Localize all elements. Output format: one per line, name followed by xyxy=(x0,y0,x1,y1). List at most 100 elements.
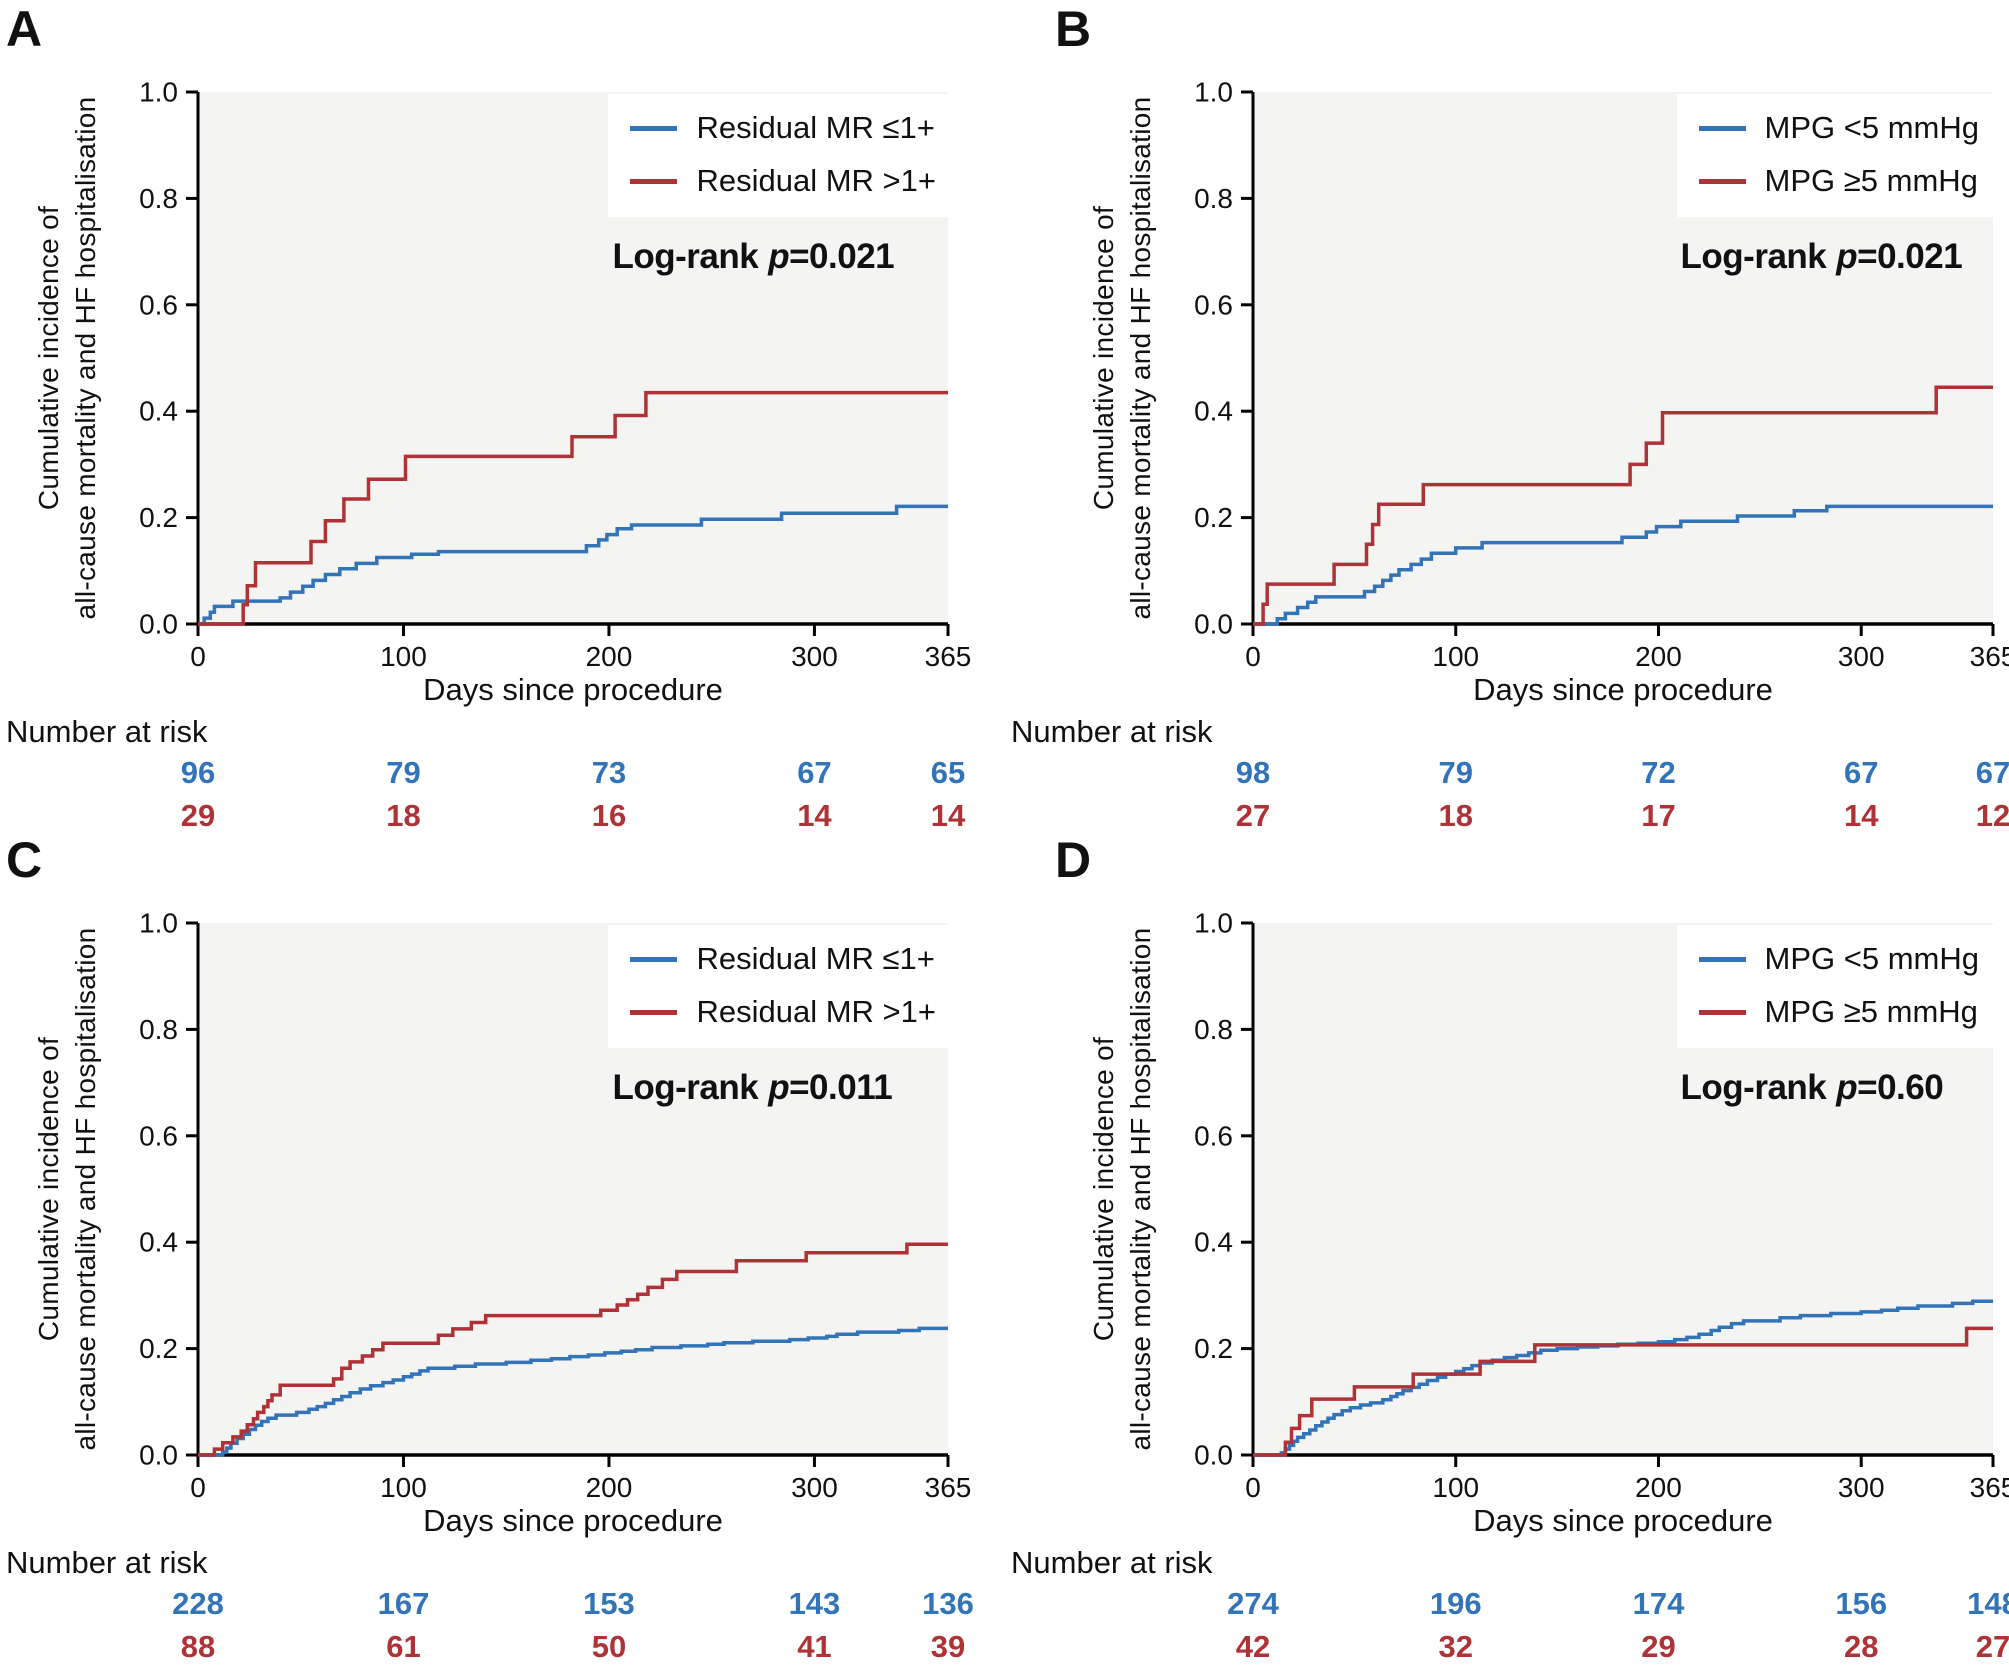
risk-count: 65 xyxy=(930,755,966,790)
x-tick-label: 365 xyxy=(925,1472,972,1503)
x-tick-label: 200 xyxy=(586,1472,633,1503)
legend-entry: Residual MR >1+ xyxy=(630,994,936,1030)
logrank-pvalue: Log-rank p=0.011 xyxy=(612,1068,893,1107)
risk-count: 27 xyxy=(1975,1629,2009,1664)
risk-count: 16 xyxy=(591,798,627,833)
risk-count: 153 xyxy=(583,1586,635,1621)
x-tick-label: 100 xyxy=(1432,1472,1479,1503)
x-axis-label: Days since procedure xyxy=(1473,672,1773,707)
y-tick-label: 0.2 xyxy=(1194,502,1233,533)
risk-count: 167 xyxy=(377,1586,430,1621)
risk-row-blue: 96 79 73 67 65 xyxy=(0,755,1004,795)
y-tick-label: 1.0 xyxy=(1194,77,1233,108)
km-curve-red xyxy=(198,390,948,626)
risk-count: 79 xyxy=(386,755,421,790)
x-tick-label: 200 xyxy=(1635,1472,1682,1503)
legend-label: Residual MR >1+ xyxy=(696,994,936,1029)
risk-row-red: 29 18 16 14 14 xyxy=(0,798,1004,838)
legend-label: MPG <5 mmHg xyxy=(1764,110,1979,145)
y-tick-label: 0.8 xyxy=(1194,1014,1233,1045)
legend-line-blue-icon xyxy=(630,125,678,131)
y-tick-label: 0.0 xyxy=(139,1440,178,1471)
legend-line-red-icon xyxy=(1698,178,1746,184)
y-tick-label: 0.0 xyxy=(1194,1440,1233,1471)
panel-label: B xyxy=(1055,1,1091,57)
x-tick-label: 300 xyxy=(1838,1472,1885,1503)
risk-count: 148 xyxy=(1967,1586,2009,1621)
y-tick-label: 1.0 xyxy=(139,77,178,108)
risk-count: 41 xyxy=(797,1629,832,1664)
legend-label: MPG ≥5 mmHg xyxy=(1764,163,1978,198)
risk-count: 14 xyxy=(797,798,832,833)
x-tick-label: 0 xyxy=(1245,1472,1261,1503)
number-at-risk-title: Number at risk xyxy=(6,714,208,749)
risk-count: 14 xyxy=(1843,798,1879,833)
y-tick-label: 0.6 xyxy=(139,1120,178,1151)
risk-count: 88 xyxy=(180,1629,216,1664)
x-tick-label: 0 xyxy=(190,641,206,672)
risk-row-blue: 228 167 153 143 136 xyxy=(0,1586,1004,1626)
risk-count: 29 xyxy=(1641,1629,1676,1664)
km-curve-blue xyxy=(198,1326,948,1457)
risk-count: 18 xyxy=(1438,798,1473,833)
legend-box: MPG <5 mmHg MPG ≥5 mmHg xyxy=(1676,925,2005,1048)
y-tick-label: 0.2 xyxy=(139,1333,178,1364)
km-curve-red xyxy=(1253,1326,1993,1457)
legend-entry: MPG <5 mmHg xyxy=(1698,110,1979,146)
panel-label: A xyxy=(6,1,42,57)
y-tick-label: 0.6 xyxy=(1194,289,1233,320)
legend-line-red-icon xyxy=(1698,1009,1746,1015)
risk-count: 27 xyxy=(1235,798,1271,833)
y-tick-label: 0.6 xyxy=(139,289,178,320)
logrank-pvalue: Log-rank p=0.60 xyxy=(1680,1068,1944,1107)
legend: MPG <5 mmHg MPG ≥5 mmHg Log-rank p=0.021 xyxy=(1676,94,2005,277)
legend-entry: Residual MR ≤1+ xyxy=(630,941,936,977)
y-tick-label: 0.4 xyxy=(139,396,178,427)
y-tick-label: 1.0 xyxy=(139,908,178,939)
risk-row-red: 42 32 29 28 27 xyxy=(1005,1629,2009,1669)
x-tick-label: 100 xyxy=(1432,641,1479,672)
risk-count: 18 xyxy=(386,798,421,833)
x-tick-label: 300 xyxy=(1838,641,1885,672)
panel-label: C xyxy=(6,832,42,888)
risk-count: 67 xyxy=(1843,755,1879,790)
risk-count: 228 xyxy=(172,1586,224,1621)
y-tick-label: 0.4 xyxy=(1194,1227,1233,1258)
risk-count: 12 xyxy=(1975,798,2009,833)
y-tick-label: 0.4 xyxy=(139,1227,178,1258)
risk-count: 28 xyxy=(1843,1629,1879,1664)
risk-row-blue: 274 196 174 156 148 xyxy=(1005,1586,2009,1626)
y-tick-label: 0.0 xyxy=(1194,609,1233,640)
x-tick-label: 200 xyxy=(1635,641,1682,672)
legend-label: MPG ≥5 mmHg xyxy=(1764,994,1978,1029)
y-tick-label: 0.4 xyxy=(1194,396,1233,427)
risk-row-blue: 98 79 72 67 67 xyxy=(1005,755,2009,795)
legend-label: Residual MR ≤1+ xyxy=(696,941,935,976)
x-tick-label: 365 xyxy=(925,641,972,672)
legend-line-blue-icon xyxy=(1698,956,1746,962)
x-axis-label: Days since procedure xyxy=(423,1503,723,1538)
legend-entry: Residual MR ≤1+ xyxy=(630,110,936,146)
legend-entry: MPG ≥5 mmHg xyxy=(1698,994,1979,1030)
y-tick-label: 0.8 xyxy=(1194,183,1233,214)
x-tick-label: 200 xyxy=(586,641,633,672)
km-curve-red xyxy=(1253,385,1993,626)
panel-C: C Cumulative incidence of all-cause morta… xyxy=(0,831,1004,1664)
panel-B: B Cumulative incidence of all-cause morta… xyxy=(1005,0,2009,833)
x-tick-label: 100 xyxy=(380,641,427,672)
logrank-pvalue: Log-rank p=0.021 xyxy=(612,237,895,276)
legend-line-blue-icon xyxy=(1698,125,1746,131)
y-tick-label: 1.0 xyxy=(1194,908,1233,939)
panel-label: D xyxy=(1055,832,1091,888)
risk-count: 29 xyxy=(180,798,216,833)
legend: Residual MR ≤1+ Residual MR >1+ Log-rank… xyxy=(608,925,962,1108)
risk-count: 50 xyxy=(591,1629,627,1664)
legend-box: MPG <5 mmHg MPG ≥5 mmHg xyxy=(1676,94,2005,217)
y-tick-label: 0.6 xyxy=(1194,1120,1233,1151)
risk-count: 42 xyxy=(1235,1629,1271,1664)
x-tick-label: 100 xyxy=(380,1472,427,1503)
legend: MPG <5 mmHg MPG ≥5 mmHg Log-rank p=0.60 xyxy=(1676,925,2005,1108)
legend-line-red-icon xyxy=(630,1009,678,1015)
risk-count: 96 xyxy=(180,755,216,790)
